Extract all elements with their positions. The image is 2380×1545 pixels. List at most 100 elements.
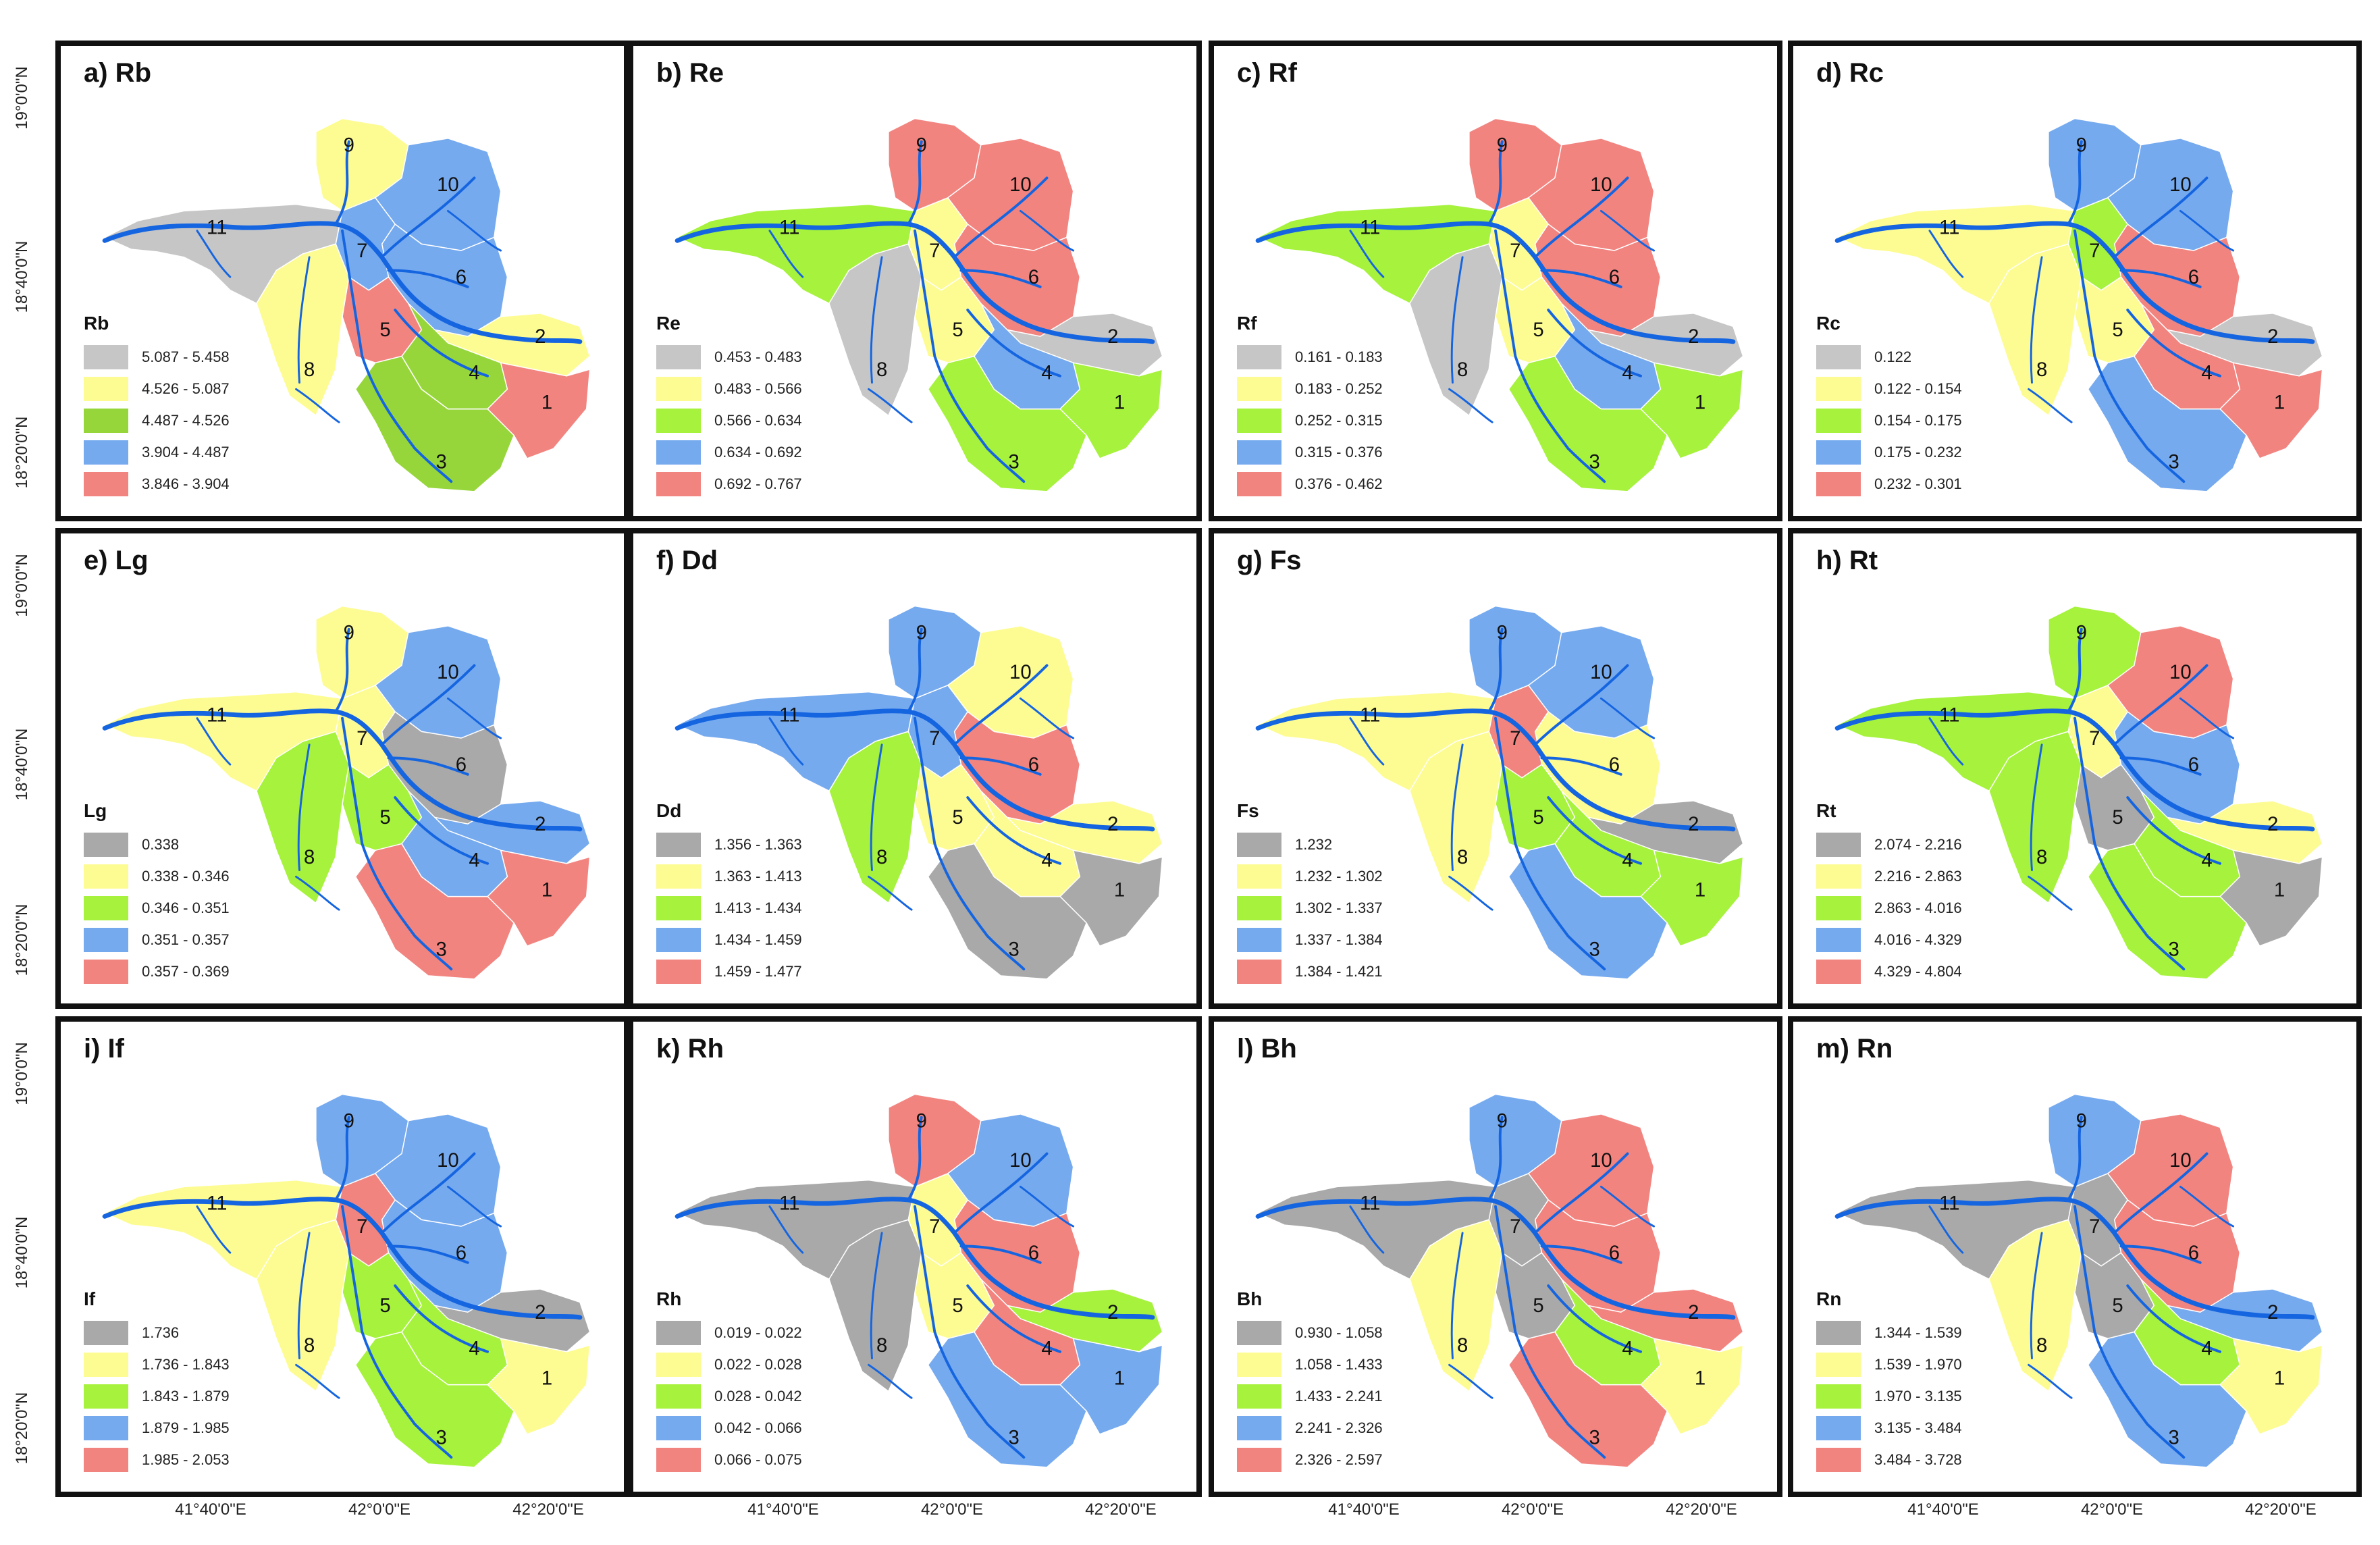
river-line	[907, 1116, 923, 1201]
subbasin-label: 8	[2036, 1334, 2047, 1357]
legend-title: Fs	[1237, 800, 1259, 821]
subbasin-label: 6	[2188, 1242, 2199, 1264]
legend-title: Rf	[1237, 313, 1257, 334]
legend-label: 0.122 - 0.154	[1874, 379, 1962, 397]
map-panel: 1 2 3 4 5 6 7 8 9 10 11 e) Lg Lg 0.338 0.338 - 0.346 0.…	[55, 528, 629, 1009]
subbasin-label: 3	[435, 1427, 446, 1449]
legend-entry: 0.175 - 0.232	[1816, 436, 1962, 468]
subbasin-label: 9	[1497, 1109, 1508, 1132]
subbasin-10	[1527, 625, 1655, 739]
river-line	[2028, 875, 2073, 911]
subbasin-10	[1527, 138, 1655, 251]
subbasin-label: 1	[2274, 392, 2285, 414]
subbasin-label: 1	[1695, 392, 1705, 414]
legend-swatch	[84, 959, 128, 984]
subbasin-label: 7	[356, 240, 367, 262]
subbasin-label: 6	[456, 266, 467, 288]
river-line	[2067, 140, 2083, 226]
river-line	[868, 1363, 913, 1399]
scale-bar: 10 5 0 10 km	[297, 519, 419, 521]
legend-swatch	[1816, 1384, 1861, 1409]
subbasin-label: 2	[1107, 325, 1118, 348]
subbasin-label: 9	[344, 134, 354, 156]
legend-label: 1.302 - 1.337	[1295, 899, 1383, 916]
legend-entry: 5.087 - 5.458	[84, 341, 230, 373]
river-line	[2030, 1232, 2043, 1360]
subbasin-label: 11	[207, 1193, 227, 1215]
legend-swatch	[656, 344, 701, 369]
river-line	[907, 627, 923, 713]
river-line	[380, 176, 476, 259]
legend-entry: 0.566 - 0.634	[656, 404, 802, 436]
river-line	[2030, 256, 2043, 384]
legend-entry: 0.692 - 0.767	[656, 468, 802, 500]
subbasin-label: 5	[952, 319, 963, 341]
legend-label: 1.843 - 1.879	[142, 1387, 230, 1405]
river-line	[341, 716, 453, 971]
panel-title: d) Rc	[1816, 58, 1884, 88]
river-line	[2119, 269, 2202, 288]
legend-label: 1.413 - 1.434	[714, 899, 802, 916]
river-line	[2030, 743, 2043, 872]
legend-label: 0.566 - 0.634	[714, 411, 802, 429]
subbasin-label: 10	[437, 661, 459, 683]
legend-swatch	[1237, 344, 1281, 369]
subbasin-label: 7	[1510, 1215, 1520, 1238]
river-line	[102, 1197, 583, 1320]
river-line	[1533, 1152, 1629, 1234]
legend-swatch	[656, 471, 701, 496]
legend-label: 1.736 - 1.843	[142, 1355, 230, 1373]
legend-label: 0.357 - 0.369	[142, 962, 230, 980]
subbasin-label: 3	[1589, 1427, 1599, 1449]
legend-swatch	[656, 864, 701, 889]
legend-swatch	[1237, 864, 1281, 889]
legend-entry: 2.216 - 2.863	[1816, 860, 1962, 892]
river-line	[1487, 140, 1504, 226]
legend-label: 0.252 - 0.315	[1295, 411, 1383, 429]
river-line	[959, 756, 1042, 776]
subbasin-label: 7	[356, 727, 367, 750]
legend-entry: 2.241 - 2.326	[1237, 1412, 1383, 1444]
panel-title: a) Rb	[84, 58, 151, 88]
longitude-label: 42°20'0"E	[2245, 1500, 2317, 1519]
legend-swatch	[1237, 959, 1281, 984]
legend-swatch	[1816, 927, 1861, 952]
subbasin-label: 6	[1028, 754, 1039, 776]
legend-entry: 3.484 - 3.728	[1816, 1444, 1962, 1475]
subbasin-label: 6	[2188, 266, 2199, 288]
legend-swatch	[1816, 1320, 1861, 1345]
legend-entry: 0.338	[84, 829, 230, 860]
legend-swatch	[84, 1384, 128, 1409]
river-line	[1599, 697, 1656, 739]
subbasin-label: 10	[2169, 661, 2192, 683]
legend-entry: 1.384 - 1.421	[1237, 955, 1383, 987]
subbasin-label: 1	[1695, 879, 1705, 901]
subbasin-10	[2107, 138, 2234, 251]
legend: Fs 1.232 1.232 - 1.302 1.302 - 1.337 1.337 -…	[1237, 800, 1383, 987]
legend-entry: 0.122	[1816, 341, 1962, 373]
subbasin-label: 3	[1008, 451, 1019, 473]
river-line	[1255, 708, 1736, 832]
river-line	[380, 664, 476, 746]
subbasin-label: 10	[2169, 174, 2192, 196]
latitude-label: 18°20'0"N	[13, 416, 31, 489]
legend-entry: 3.135 - 3.484	[1816, 1412, 1962, 1444]
basin-map: 1 2 3 4 5 6 7 8 9 10 11	[675, 1093, 1163, 1468]
subbasin-label: 4	[2201, 362, 2212, 384]
subbasin-label: 2	[2267, 1301, 2278, 1324]
legend-entry: 1.970 - 3.135	[1816, 1380, 1962, 1412]
legend-entry: 2.863 - 4.016	[1816, 892, 1962, 924]
legend: Rf 0.161 - 0.183 0.183 - 0.252 0.252 - 0.31…	[1237, 313, 1383, 500]
river-line	[868, 388, 913, 423]
legend-label: 1.058 - 1.433	[1295, 1355, 1383, 1373]
river-line	[1019, 1185, 1075, 1228]
subbasin-label: 3	[2168, 1427, 2179, 1449]
subbasin-label: 11	[779, 704, 799, 727]
river-line	[675, 221, 1155, 344]
river-line	[953, 1152, 1049, 1234]
river-line	[2073, 229, 2186, 483]
river-line	[907, 140, 923, 226]
subbasin-label: 8	[304, 359, 315, 381]
legend: Rt 2.074 - 2.216 2.216 - 2.863 2.863 - 4.01…	[1816, 800, 1962, 987]
river-line	[868, 875, 913, 911]
